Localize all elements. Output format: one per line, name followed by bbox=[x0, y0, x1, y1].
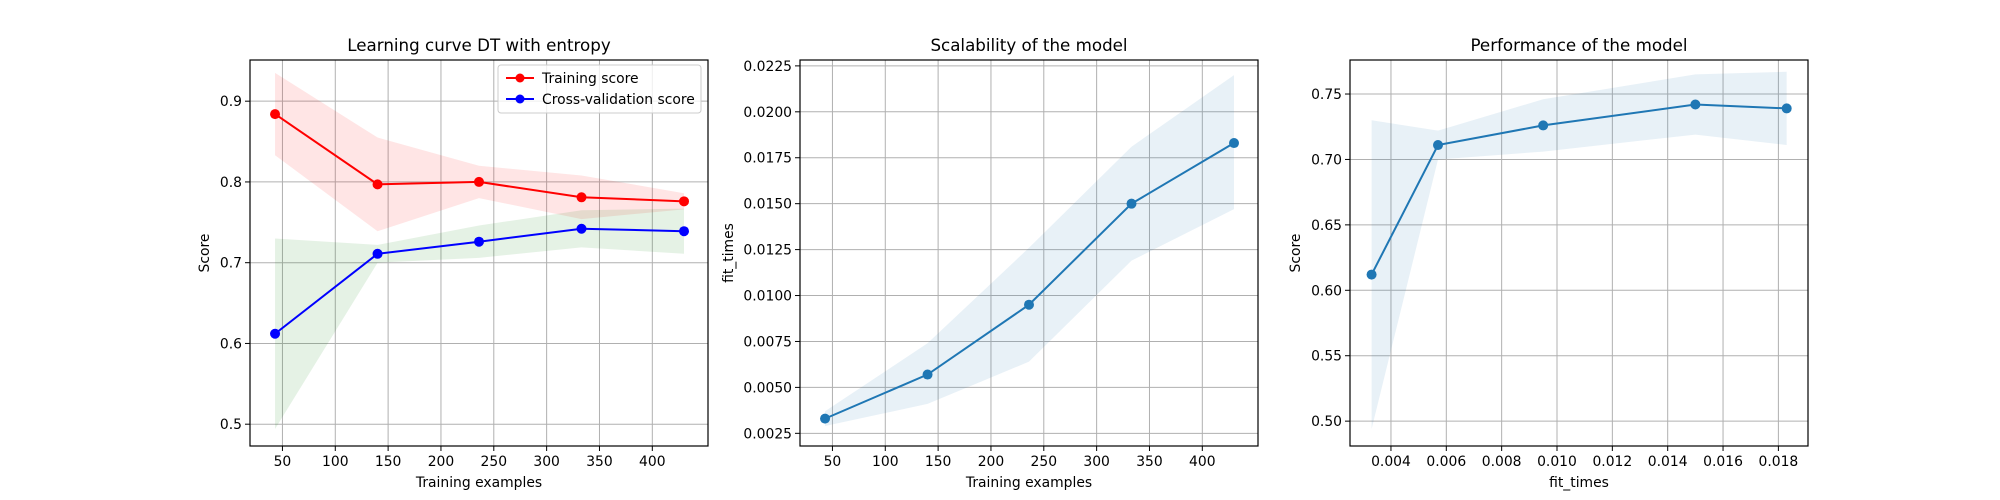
y-tick-label: 0.50 bbox=[1311, 414, 1342, 430]
y-axis-label: Score bbox=[1288, 234, 1304, 273]
data-point bbox=[1366, 269, 1377, 280]
x-tick-label: 200 bbox=[978, 454, 1005, 470]
legend-marker-training bbox=[515, 73, 525, 83]
plot-frame bbox=[1349, 59, 1809, 447]
plot-frame bbox=[799, 59, 1259, 447]
data-point bbox=[1781, 103, 1792, 114]
x-tick-label: 0.008 bbox=[1482, 454, 1522, 470]
data-point bbox=[1433, 140, 1444, 151]
data-point bbox=[820, 413, 831, 424]
data-point bbox=[372, 179, 383, 190]
y-tick-label: 0.0200 bbox=[743, 105, 792, 121]
data-point bbox=[474, 236, 484, 247]
y-tick-label: 0.0075 bbox=[743, 334, 792, 350]
y-tick-label: 0.0150 bbox=[743, 197, 792, 213]
y-tick-label: 0.8 bbox=[220, 175, 242, 191]
y-tick-label: 0.0025 bbox=[743, 426, 792, 442]
x-tick-label: 0.004 bbox=[1371, 454, 1411, 470]
x-tick-label: 50 bbox=[824, 454, 842, 470]
chart-title: Learning curve DT with entropy bbox=[347, 35, 611, 55]
data-point bbox=[922, 369, 933, 380]
panel-performance: 0.004 0.006 0.008 0.010 0.012 0.014 0.016 0.018… bbox=[1288, 35, 1809, 491]
x-tick-label: 350 bbox=[586, 454, 613, 470]
data-point bbox=[1229, 138, 1240, 149]
y-tick-label: 0.55 bbox=[1311, 349, 1342, 365]
y-tick-label: 0.9 bbox=[220, 94, 242, 110]
data-point bbox=[270, 328, 281, 339]
data-point bbox=[474, 176, 484, 187]
x-tick-label: 250 bbox=[481, 454, 508, 470]
y-tick-label: 0.0050 bbox=[743, 380, 792, 396]
x-axis-label: Training examples bbox=[415, 475, 542, 491]
y-axis-label: Score bbox=[197, 234, 213, 273]
chart-title: Scalability of the model bbox=[930, 35, 1127, 55]
x-tick-label: 350 bbox=[1136, 454, 1163, 470]
y-tick-label: 0.6 bbox=[220, 336, 242, 352]
y-tick-label: 0.70 bbox=[1311, 152, 1342, 168]
x-tick-label: 0.006 bbox=[1426, 454, 1466, 470]
data-point bbox=[679, 196, 690, 207]
x-tick-label: 50 bbox=[274, 454, 292, 470]
data-point bbox=[1024, 299, 1034, 310]
x-tick-label: 300 bbox=[1083, 454, 1110, 470]
y-tick-label: 0.0175 bbox=[743, 151, 792, 167]
x-tick-label: 0.014 bbox=[1648, 454, 1688, 470]
confidence-band bbox=[825, 75, 1235, 426]
confidence-band bbox=[275, 72, 685, 232]
panel-scalability: 50 100 150 200 250 300 350 400 0.0025 0.0050 0.007… bbox=[721, 35, 1259, 491]
chart-title: Performance of the model bbox=[1470, 35, 1687, 55]
legend-box bbox=[497, 64, 702, 114]
data-point bbox=[576, 192, 587, 203]
y-tick-label: 0.0125 bbox=[743, 243, 792, 259]
x-tick-label: 0.010 bbox=[1537, 454, 1577, 470]
data-point bbox=[1126, 198, 1137, 209]
y-tick-label: 0.60 bbox=[1311, 283, 1342, 299]
x-tick-label: 150 bbox=[375, 454, 402, 470]
y-tick-label: 0.5 bbox=[220, 417, 242, 433]
x-tick-label: 400 bbox=[639, 454, 666, 470]
y-tick-label: 0.75 bbox=[1311, 87, 1342, 103]
legend: Training score Cross-validation score bbox=[497, 64, 702, 114]
y-tick-label: 0.65 bbox=[1311, 218, 1342, 234]
data-point bbox=[576, 223, 587, 234]
y-tick-label: 0.0100 bbox=[743, 289, 792, 305]
x-tick-label: 0.018 bbox=[1758, 454, 1798, 470]
data-point bbox=[679, 226, 690, 237]
y-tick-label: 0.0225 bbox=[743, 59, 792, 75]
x-axis-label: fit_times bbox=[1549, 475, 1609, 491]
x-tick-label: 0.016 bbox=[1703, 454, 1743, 470]
legend-marker-cv bbox=[515, 94, 525, 104]
x-tick-label: 0.012 bbox=[1592, 454, 1632, 470]
x-tick-label: 100 bbox=[872, 454, 899, 470]
x-axis-label: Training examples bbox=[965, 475, 1092, 491]
legend-label-training: Training score bbox=[541, 71, 639, 87]
data-point bbox=[270, 109, 281, 120]
data-point bbox=[372, 248, 383, 259]
y-tick-label: 0.7 bbox=[220, 256, 242, 272]
x-tick-label: 300 bbox=[533, 454, 560, 470]
panel-learning-curve: 50 100 150 200 250 300 350 400 0.5 0.6 0.7 0.8 0.9 Le… bbox=[197, 35, 709, 491]
x-tick-label: 400 bbox=[1189, 454, 1216, 470]
plot-frame bbox=[249, 59, 709, 447]
y-axis-label: fit_times bbox=[721, 223, 737, 283]
x-tick-label: 250 bbox=[1031, 454, 1058, 470]
x-tick-label: 200 bbox=[428, 454, 455, 470]
data-point bbox=[1538, 120, 1549, 131]
x-tick-label: 150 bbox=[925, 454, 952, 470]
x-tick-label: 100 bbox=[322, 454, 349, 470]
data-point bbox=[1690, 99, 1701, 110]
legend-label-cv: Cross-validation score bbox=[542, 92, 695, 108]
